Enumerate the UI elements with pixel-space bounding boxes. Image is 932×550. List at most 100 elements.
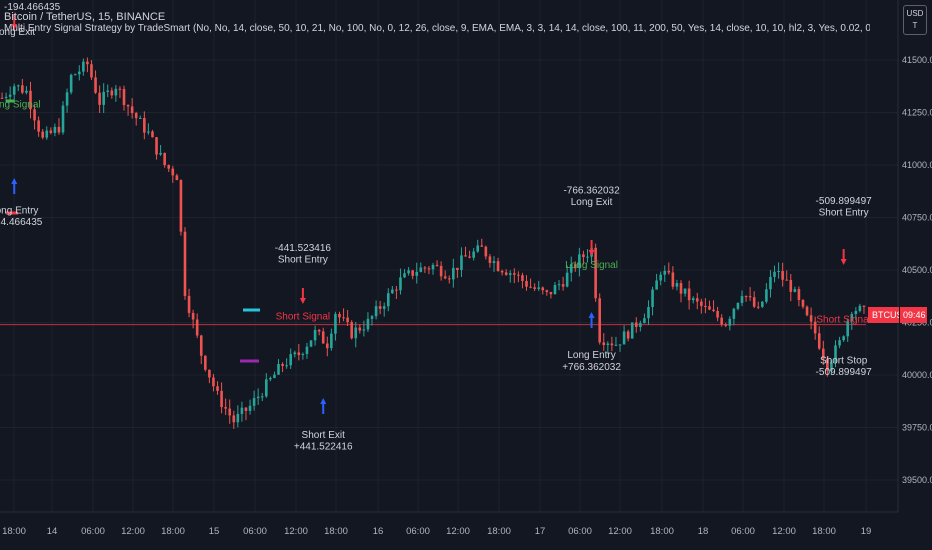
candle-body <box>269 378 272 380</box>
candle-body <box>626 331 630 339</box>
candle-body <box>513 273 516 275</box>
candle-body <box>610 343 614 346</box>
candle-body <box>114 88 118 96</box>
candle-body <box>252 398 256 406</box>
candle-body <box>541 287 545 291</box>
candle-body <box>736 302 740 309</box>
x-tick-label: 18 <box>698 526 709 537</box>
candle-body <box>533 287 536 289</box>
candle-body <box>391 289 394 294</box>
currency-button[interactable]: USD T <box>903 5 927 35</box>
candle-body <box>273 374 276 379</box>
price-axis: 41500.00 41250.00 41000.00 40750.00 40500.00… <box>902 55 932 485</box>
candle-body <box>130 106 134 114</box>
candle-body <box>748 296 752 298</box>
candle-body <box>484 246 488 257</box>
candle-body <box>102 91 105 105</box>
annotation-label: -766.362032 <box>563 185 620 196</box>
candle-body <box>777 271 780 273</box>
y-tick-label: 41250.00 <box>902 108 932 118</box>
candle-body <box>195 319 199 336</box>
candle-body <box>212 377 215 387</box>
long-exit-arrow <box>11 14 18 30</box>
candle-body <box>569 264 573 273</box>
candle-body <box>423 267 427 269</box>
candle-body <box>86 61 89 65</box>
short-exit-arrow <box>320 398 327 414</box>
annotation-label: Long Exit <box>571 197 613 208</box>
indicator-title[interactable]: Multi Entry Signal Strategy by TradeSmar… <box>4 23 870 34</box>
annotation-label: -509.899497 <box>816 196 873 207</box>
candle-body <box>838 340 841 346</box>
candle-body <box>667 270 671 273</box>
candle-body <box>118 88 122 90</box>
candle-body <box>517 274 520 276</box>
candle-body <box>407 270 410 274</box>
candle-body <box>752 297 756 307</box>
candle-body <box>143 118 146 133</box>
candle-body <box>606 343 610 346</box>
candle-body <box>16 85 20 87</box>
candle-body <box>25 90 28 93</box>
x-tick-label: 12:00 <box>772 526 796 537</box>
candle-body <box>82 61 85 72</box>
candle-body <box>334 313 337 334</box>
candle-body <box>834 345 837 363</box>
candle-body <box>53 126 57 133</box>
candle-body <box>29 90 32 110</box>
candle-body <box>248 405 252 411</box>
candle-body <box>797 289 801 300</box>
candle-body <box>488 256 492 263</box>
candle-body <box>468 256 471 258</box>
candle-body <box>342 317 345 319</box>
x-tick-label: 18:00 <box>650 526 674 537</box>
candle-body <box>151 131 154 138</box>
candle-body <box>826 358 829 371</box>
x-tick-label: 06:00 <box>81 526 105 537</box>
candle-body <box>651 289 654 307</box>
symbol-title[interactable]: Bitcoin / TetherUS, 15, BINANCE <box>4 11 166 23</box>
candle-body <box>472 251 475 258</box>
candle-body <box>598 298 601 343</box>
candle-body <box>809 315 813 322</box>
candle-body <box>122 89 126 106</box>
annotation-label: +766.362032 <box>562 362 621 373</box>
x-tick-label: 19 <box>861 526 872 537</box>
candle-body <box>756 306 760 308</box>
candle-body <box>452 267 455 280</box>
candle-body <box>277 363 280 375</box>
candle-body <box>411 270 414 276</box>
candle-body <box>21 85 24 93</box>
candle-body <box>435 264 439 266</box>
candle-body <box>496 261 500 271</box>
candle-body <box>431 264 435 270</box>
candle-body <box>761 301 764 307</box>
candle-body <box>842 336 845 341</box>
candle-body <box>45 130 49 138</box>
candle-body <box>61 105 65 133</box>
candle-body <box>793 289 797 292</box>
candle-body <box>265 379 268 397</box>
candle-body <box>366 318 370 330</box>
candle-body <box>216 386 219 391</box>
candle-body <box>228 408 232 416</box>
candle-body <box>765 289 768 302</box>
candle-body <box>224 407 227 409</box>
x-tick-label: 18:00 <box>812 526 836 537</box>
time-axis: 18:00 14 06:00 12:00 18:00 15 06:00 12:00 18:00 1… <box>2 526 871 537</box>
annotation-label: +441.522416 <box>294 442 353 453</box>
candle-body <box>480 245 484 247</box>
candle-body <box>594 247 597 299</box>
candle-body <box>378 306 382 309</box>
candle-body <box>260 396 264 398</box>
candle-body <box>586 256 589 258</box>
candle-body <box>663 270 667 275</box>
candle-body <box>37 120 40 132</box>
x-tick-label: 06:00 <box>731 526 755 537</box>
annotation-label: Short Entry <box>819 207 869 218</box>
candle-body <box>447 278 451 280</box>
candle-body <box>732 308 736 319</box>
short-entry-arrow-2 <box>840 249 847 265</box>
